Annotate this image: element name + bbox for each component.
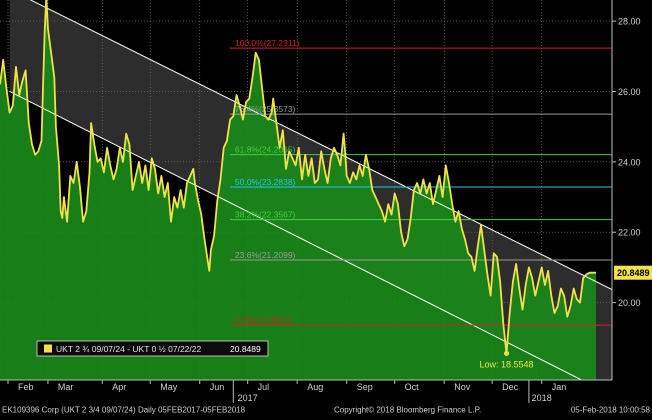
x-tick-label: Feb <box>18 382 34 392</box>
x-year-label: 2018 <box>532 393 552 403</box>
y-axis: 20.00 22.00 24.00 26.00 28.00 20.8489 <box>611 0 652 380</box>
y-tick-label: 20.00 <box>618 298 641 308</box>
last-price-badge <box>614 265 652 280</box>
low-marker <box>504 350 510 356</box>
plot-clip-group: 100.0%(27.2311)76.4%(25.3573)61.8%(24.20… <box>0 0 612 380</box>
x-tick-label: Jun <box>210 382 225 392</box>
y-tick-label: 26.00 <box>618 87 641 97</box>
y-tick-label: 22.00 <box>618 228 641 238</box>
x-tick-label: Jul <box>258 382 270 392</box>
low-annotation-label: Low: 18.5548 <box>480 359 534 369</box>
x-tick-label: Sep <box>357 382 373 392</box>
legend-label: UKT 2 ¾ 09/07/24 - UKT 0 ½ 07/22/22 <box>56 344 201 354</box>
legend-box <box>36 340 269 357</box>
y-tick-label: 28.00 <box>618 17 641 27</box>
x-year-label: 2017 <box>238 393 258 403</box>
channel-lower-line <box>9 91 583 380</box>
fib-level-label: 61.8%(24.2065) <box>235 145 296 155</box>
fib-level-label: 38.2%(22.3567) <box>235 210 296 220</box>
footer-bg <box>0 404 652 415</box>
x-tick-label: May <box>160 382 178 392</box>
fib-level-label: 0.0%(19.3581) <box>235 315 291 325</box>
series-line <box>0 0 596 355</box>
fib-level-label: 23.6%(21.2099) <box>235 250 296 260</box>
x-tick-label: Mar <box>58 382 74 392</box>
x-axis: Feb Mar Apr May Jun Jul Aug Sep Oct Nov Dec Jan 2017… <box>0 379 612 403</box>
channel-upper-line <box>29 0 612 291</box>
fib-level-label: 50.0%(23.2838) <box>235 177 296 187</box>
footer-center: Copyright© 2018 Bloomberg Finance L.P. <box>334 406 481 415</box>
plot-area: 100.0%(27.2311)76.4%(25.3573)61.8%(24.20… <box>0 0 612 380</box>
x-tick-label: Aug <box>307 382 323 392</box>
footer: EK109396 Corp (UKT 2 3/4 09/07/24) Daily… <box>0 404 652 415</box>
series-area <box>0 0 596 380</box>
legend: UKT 2 ¾ 09/07/24 - UKT 0 ½ 07/22/22 20.84… <box>36 340 269 357</box>
legend-swatch <box>44 344 52 353</box>
footer-left: EK109396 Corp (UKT 2 3/4 09/07/24) Daily… <box>2 406 246 415</box>
x-tick-label: Oct <box>405 382 420 392</box>
x-tick-label: Dec <box>502 382 519 392</box>
last-price-label: 20.8489 <box>617 268 650 278</box>
x-tick-label: Apr <box>112 382 126 392</box>
fib-level-label: 100.0%(27.2311) <box>235 38 300 48</box>
x-tick-label: Jan <box>552 382 567 392</box>
x-tick-label: Nov <box>454 382 471 392</box>
legend-value: 20.8489 <box>230 344 261 354</box>
y-tick-label: 24.00 <box>618 157 641 167</box>
footer-right: 05-Feb-2018 10:00:58 <box>571 406 651 415</box>
